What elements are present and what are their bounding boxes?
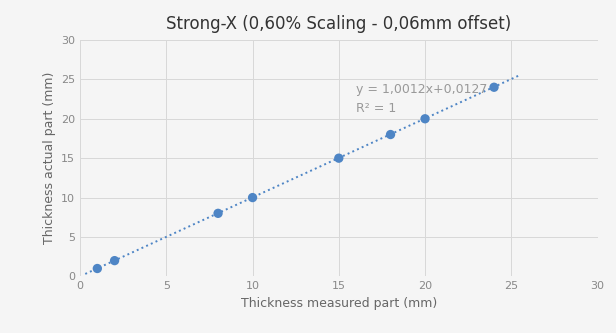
Point bbox=[489, 85, 499, 90]
Point bbox=[420, 116, 430, 122]
Point bbox=[213, 211, 223, 216]
Point bbox=[92, 266, 102, 271]
Point bbox=[110, 258, 120, 263]
Point bbox=[334, 156, 344, 161]
X-axis label: Thickness measured part (mm): Thickness measured part (mm) bbox=[241, 297, 437, 310]
Title: Strong-X (0,60% Scaling - 0,06mm offset): Strong-X (0,60% Scaling - 0,06mm offset) bbox=[166, 15, 511, 33]
Y-axis label: Thickness actual part (mm): Thickness actual part (mm) bbox=[43, 72, 55, 244]
Point bbox=[386, 132, 395, 137]
Point bbox=[248, 195, 257, 200]
Text: y = 1,0012x+0,0127
R² = 1: y = 1,0012x+0,0127 R² = 1 bbox=[356, 83, 487, 115]
